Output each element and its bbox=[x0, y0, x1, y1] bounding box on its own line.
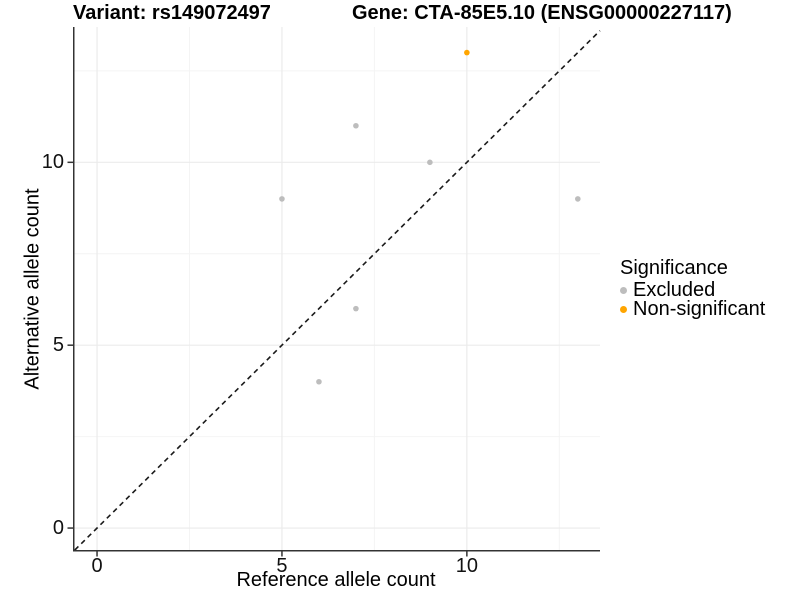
data-point-excluded bbox=[316, 378, 322, 385]
x-axis-title: Reference allele count bbox=[236, 569, 436, 591]
data-point-excluded bbox=[427, 159, 433, 166]
identity-line bbox=[74, 30, 601, 551]
legend-label-non-significant: Non-significant bbox=[633, 298, 766, 320]
x-tick-label-0: 0 bbox=[91, 555, 103, 577]
legend-item-excluded: Excluded bbox=[620, 279, 765, 301]
non-significant-dot-icon bbox=[620, 306, 627, 313]
legend-label-excluded: Excluded bbox=[633, 279, 716, 301]
gene-title: Gene: CTA-85E5.10 (ENSG00000227117) bbox=[352, 2, 732, 24]
data-point-excluded bbox=[353, 305, 359, 312]
legend-title: Significance bbox=[620, 257, 728, 279]
excluded-dot-icon bbox=[620, 287, 627, 294]
legend-item-non-significant: Non-significant bbox=[620, 298, 766, 320]
data-point-non-significant bbox=[464, 49, 470, 56]
data-point-excluded bbox=[353, 122, 359, 129]
y-tick-label-5: 5 bbox=[52, 334, 64, 357]
variant-title: Variant: rs149072497 bbox=[73, 2, 271, 24]
x-tick-label-5: 5 bbox=[276, 555, 288, 577]
data-point-excluded bbox=[575, 196, 581, 202]
legend: Significance Excluded Non-significant bbox=[620, 257, 766, 320]
x-tick-label-10: 10 bbox=[455, 555, 478, 577]
y-tick-label-0: 0 bbox=[52, 517, 64, 540]
y-axis-title: Alternative allele count bbox=[21, 188, 44, 390]
y-tick-label-10: 10 bbox=[41, 151, 64, 174]
data-point-excluded bbox=[279, 196, 285, 202]
